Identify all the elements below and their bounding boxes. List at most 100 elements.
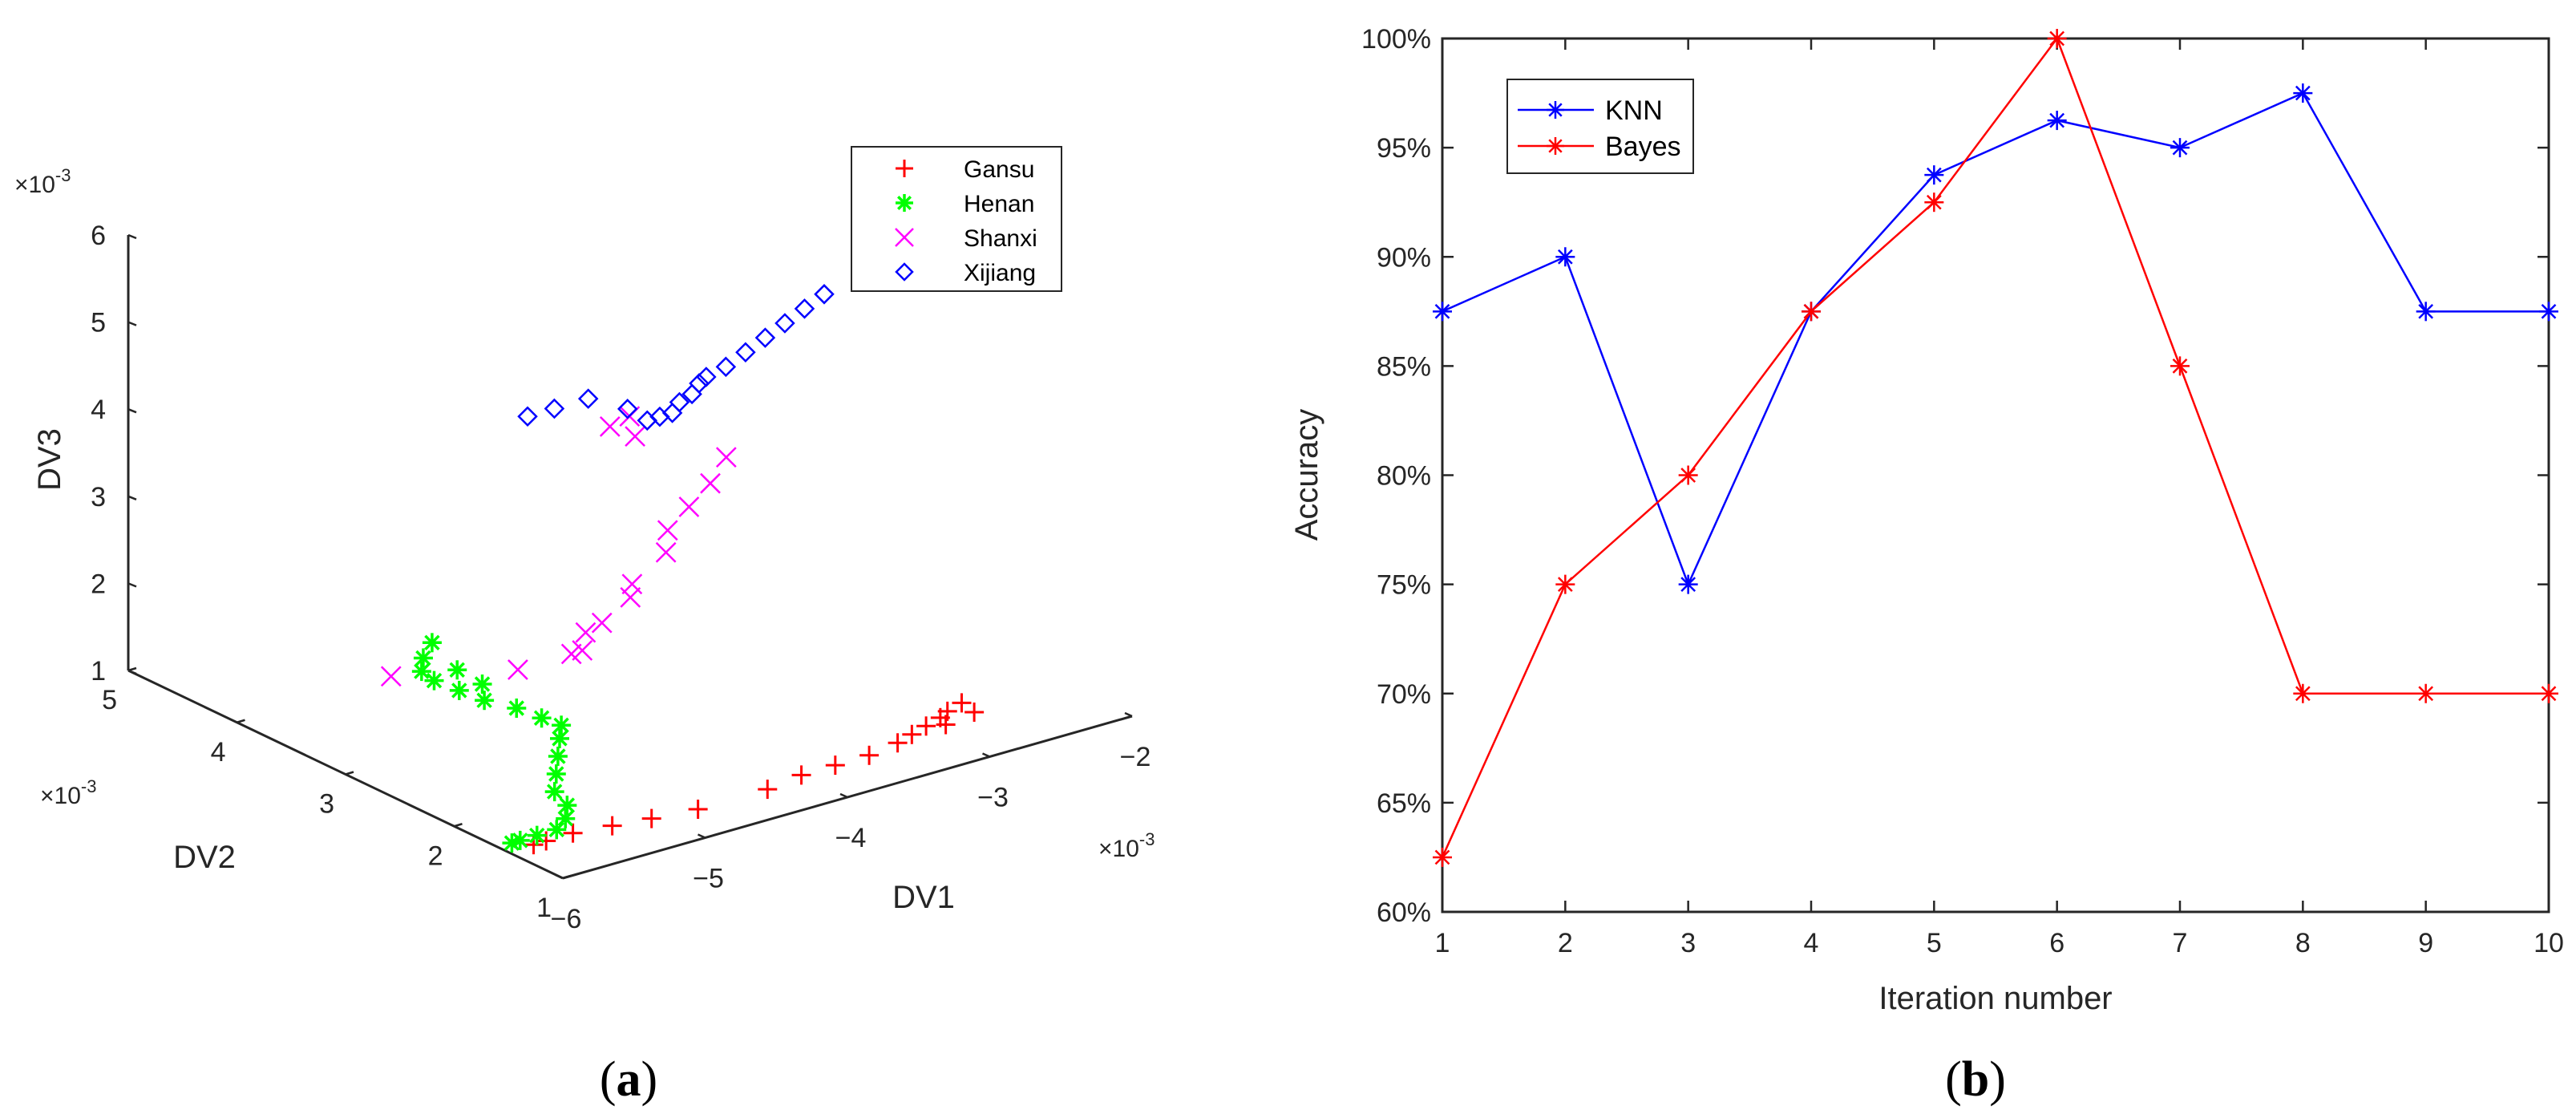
data-point: [2539, 683, 2558, 703]
legend-entry-henan: Henan: [896, 191, 1034, 217]
panel-b-ticks: 1 2 3 4 5 6 7 8 9 10 60% 65% 70% 75% 80% 85% 90% 95% 100%: [1361, 24, 2564, 958]
data-point: [754, 327, 776, 348]
svg-text:×10-3: ×10-3: [14, 165, 71, 198]
legend-entry-shanxi: Shanxi: [895, 225, 1037, 252]
series-shanxi: [380, 406, 737, 687]
panel-a-legend: Gansu Henan Shanxi Xijiang: [851, 146, 1062, 292]
dv3-tick-mark: [127, 321, 137, 326]
data-point: [1924, 165, 1944, 185]
dv3-tick-mark: [127, 669, 137, 675]
dv2-tick-label: 5: [102, 685, 117, 715]
data-point: [572, 640, 593, 661]
series-line: [1442, 91, 2549, 587]
data-point: [735, 342, 756, 363]
legend-label: Bayes: [1605, 132, 1681, 162]
data-point: [657, 520, 678, 541]
data-point: [507, 698, 527, 718]
data-point: [422, 633, 442, 653]
dv2-tick-label: 2: [428, 841, 443, 871]
data-point: [700, 472, 721, 494]
legend-marker: [895, 262, 914, 282]
data-point: [413, 648, 433, 668]
series-xijiang: [517, 284, 835, 431]
data-point: [591, 612, 613, 634]
data-point: [2416, 302, 2436, 322]
data-point: [794, 298, 815, 319]
data-point: [1433, 302, 1452, 322]
data-point: [791, 765, 811, 785]
data-point: [688, 800, 708, 820]
data-point: [758, 780, 778, 800]
accuracy-axis-label: Accuracy: [1289, 409, 1324, 541]
legend-label: Gansu: [964, 156, 1034, 183]
y-tick-label: 85%: [1377, 351, 1431, 382]
data-point: [475, 691, 495, 711]
dv1-tick-label: −2: [1120, 742, 1151, 772]
data-point: [617, 399, 638, 419]
dv3-tick-label: 1: [91, 656, 106, 687]
data-point: [1555, 247, 1575, 267]
data-point: [2416, 683, 2436, 703]
series-line: [1441, 36, 2549, 858]
data-point: [1678, 465, 1698, 485]
data-point: [577, 388, 599, 409]
dv3-tick-mark: [127, 582, 137, 588]
x-tick-label: 7: [2173, 928, 2188, 958]
data-point: [715, 447, 737, 468]
legend-entry-bayes: Bayes: [1518, 132, 1681, 162]
dv2-tick-mark: [562, 874, 572, 880]
legend-label: KNN: [1605, 95, 1663, 126]
x-tick-label: 10: [2534, 928, 2564, 958]
y-tick-label: 90%: [1377, 242, 1431, 273]
dv2-multiplier: ×10-3: [40, 776, 96, 809]
dv1-tick-label: −5: [693, 864, 724, 894]
data-point: [936, 715, 956, 735]
data-point: [599, 415, 621, 437]
data-point: [517, 406, 538, 427]
dv1-tick-mark: [839, 792, 848, 799]
dv1-tick-label: −3: [977, 783, 1009, 813]
data-point: [902, 724, 922, 744]
data-point: [2047, 29, 2067, 48]
data-point: [560, 643, 582, 665]
data-point: [641, 808, 661, 828]
dv3-multiplier: ×10-3: [14, 165, 71, 198]
y-tick-label: 65%: [1377, 788, 1431, 819]
legend-label: Henan: [964, 191, 1034, 217]
y-tick-label: 70%: [1377, 679, 1431, 710]
series-knn: [1433, 83, 2558, 594]
legend-entry-knn: KNN: [1518, 95, 1663, 126]
dv3-tick-mark: [127, 495, 137, 500]
x-tick-label: 4: [1804, 928, 1819, 958]
data-point: [1555, 574, 1575, 594]
data-point: [556, 808, 576, 828]
data-point: [678, 496, 700, 517]
data-point: [575, 622, 596, 643]
data-point: [2170, 138, 2190, 158]
data-point: [424, 670, 444, 691]
dv1-tick-label: −4: [835, 823, 867, 853]
dv1-tick-mark: [555, 873, 564, 880]
legend-entry-xijiang: Xijiang: [895, 260, 1036, 286]
data-point: [1678, 574, 1698, 594]
data-point: [774, 313, 795, 334]
y-tick-label: 75%: [1377, 570, 1431, 601]
dv2-tick-mark: [237, 719, 245, 723]
data-point: [544, 782, 564, 802]
data-point: [2047, 111, 2067, 131]
data-point: [2539, 302, 2558, 322]
data-point: [508, 659, 528, 680]
dv2-tick-label: 1: [536, 893, 552, 923]
legend-label: Shanxi: [964, 225, 1037, 252]
dv1-axis-label: DV1: [892, 880, 955, 915]
data-point: [449, 680, 469, 700]
data-point: [916, 716, 936, 736]
x-tick-label: 5: [1927, 928, 1942, 958]
data-point: [655, 541, 677, 563]
data-point: [563, 823, 583, 843]
data-point: [859, 745, 880, 765]
caption-b: (b): [1945, 1052, 2006, 1107]
panel-b-legend: KNN Bayes: [1506, 79, 1694, 174]
